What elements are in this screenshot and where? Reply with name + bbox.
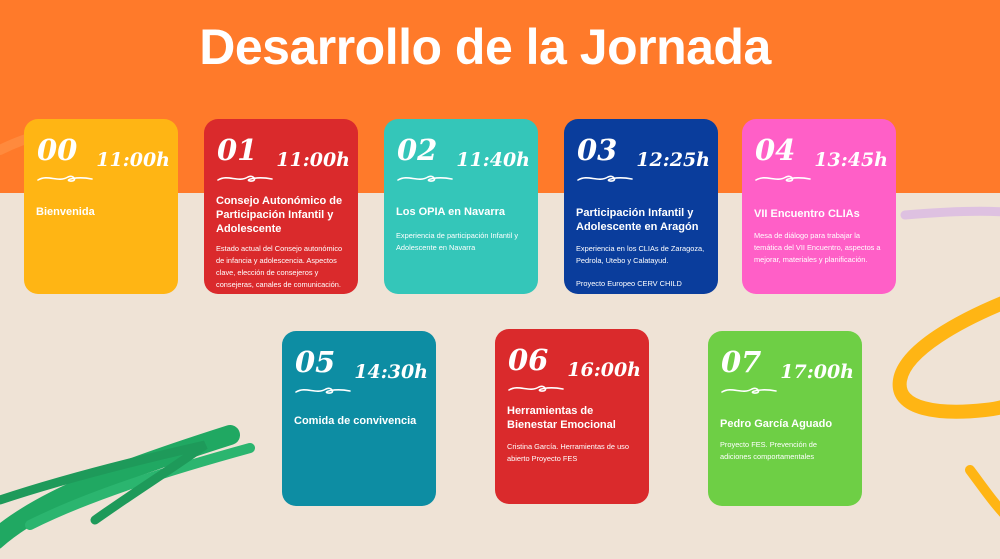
- session-title: VII Encuentro CLIAs: [754, 208, 860, 220]
- green-brush-stroke: [0, 440, 208, 525]
- session-title: Consejo Autonómico de Participación Infa…: [216, 195, 343, 235]
- session-time: 11:00h: [276, 149, 350, 171]
- session-number: 00: [37, 133, 78, 167]
- session-time: 14:30h: [354, 361, 428, 383]
- session-time: 11:00h: [96, 149, 170, 171]
- session-time: 17:00h: [780, 361, 854, 383]
- session-description: Mesa de diálogo para trabajar la temátic…: [754, 231, 881, 264]
- schedule-card-01[interactable]: 01 11:00h Consejo Autonómico de Particip…: [204, 119, 358, 294]
- session-description: Proyecto FES. Prevención de adiciones co…: [720, 440, 817, 461]
- lilac-brush-stroke: [900, 206, 1000, 220]
- session-extra: Proyecto Europeo CERV CHILD: [576, 279, 682, 288]
- session-number: 03: [577, 133, 618, 167]
- session-description: Estado actual del Consejo autonómico de …: [216, 244, 343, 289]
- session-number: 06: [508, 343, 549, 377]
- session-number: 02: [397, 133, 438, 167]
- squiggle-icon: [508, 385, 564, 392]
- session-description: Cristina García. Herramientas de uso abi…: [507, 442, 629, 463]
- session-title: Bienvenida: [36, 206, 95, 218]
- session-time: 13:45h: [814, 149, 888, 171]
- session-number: 04: [755, 133, 796, 167]
- yellow-swirl: [965, 465, 1000, 517]
- session-time: 16:00h: [567, 359, 641, 381]
- session-title: Comida de convivencia: [294, 415, 417, 427]
- squiggle-icon: [397, 175, 453, 182]
- session-title: Herramientas de Bienestar Emocional: [507, 405, 616, 431]
- session-time: 11:40h: [456, 149, 530, 171]
- session-description: Experiencia en los CLIAs de Zaragoza, Pe…: [576, 244, 705, 265]
- session-title: Pedro García Aguado: [720, 418, 833, 430]
- schedule-card-02[interactable]: 02 11:40h Los OPIA en Navarra Experienci…: [384, 119, 538, 294]
- squiggle-icon: [37, 175, 93, 182]
- session-description: Experiencia de participación Infantil y …: [396, 231, 519, 252]
- schedule-card-04[interactable]: 04 13:45h VII Encuentro CLIAs Mesa de di…: [742, 119, 896, 294]
- squiggle-icon: [217, 175, 273, 182]
- session-title: Participación Infantil y Adolescente en …: [576, 207, 699, 233]
- schedule-card-06[interactable]: 06 16:00h Herramientas de Bienestar Emoc…: [495, 329, 649, 504]
- green-brush-stroke: [25, 443, 255, 530]
- yellow-swirl: [892, 296, 1000, 419]
- session-number: 05: [295, 345, 336, 379]
- session-time: 12:25h: [636, 149, 710, 171]
- squiggle-icon: [721, 387, 777, 394]
- squiggle-icon: [295, 387, 351, 394]
- squiggle-icon: [755, 175, 811, 182]
- schedule-card-07[interactable]: 07 17:00h Pedro García Aguado Proyecto F…: [708, 331, 862, 506]
- squiggle-icon: [577, 175, 633, 182]
- schedule-card-05[interactable]: 05 14:30h Comida de convivencia: [282, 331, 436, 506]
- session-title: Los OPIA en Navarra: [396, 206, 506, 218]
- page-title: Desarrollo de la Jornada: [199, 19, 771, 75]
- schedule-card-00[interactable]: 00 11:00h Bienvenida: [24, 119, 178, 294]
- schedule-card-03[interactable]: 03 12:25h Participación Infantil y Adole…: [564, 119, 718, 294]
- session-number: 01: [217, 133, 258, 167]
- session-number: 07: [721, 345, 762, 379]
